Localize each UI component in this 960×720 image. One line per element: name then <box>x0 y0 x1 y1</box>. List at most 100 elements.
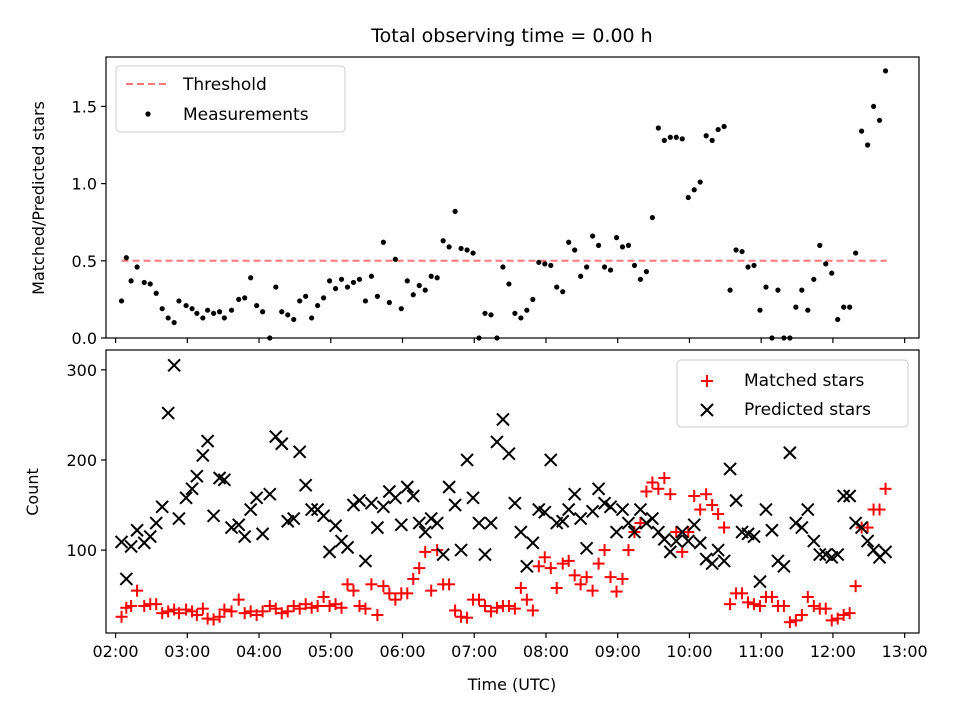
predicted-stars-point <box>789 516 803 530</box>
top-legend-box <box>115 65 346 133</box>
measurement-point <box>183 302 189 309</box>
matched-stars-point <box>150 598 163 611</box>
measurement-point <box>721 123 727 130</box>
measurement-point <box>607 267 614 273</box>
matched-stars-point <box>837 608 850 621</box>
matched-stars-point <box>861 521 874 534</box>
matched-stars-point <box>125 599 138 612</box>
matched-stars-point <box>473 593 486 606</box>
predicted-stars-point <box>544 453 558 467</box>
predicted-stars-point <box>663 545 678 559</box>
predicted-stars-point <box>436 547 450 562</box>
measurement-point <box>309 315 315 321</box>
measurement-point <box>643 269 650 275</box>
matched-stars-point <box>377 580 390 593</box>
bottom-legend: Matched stars Predicted stars <box>676 359 909 428</box>
matched-stars-point <box>825 614 838 627</box>
top-legend: Threshold Measurements <box>115 65 346 133</box>
top-axes-frame <box>105 56 920 339</box>
predicted-stars-point <box>573 511 588 526</box>
bottom-axes-frame <box>105 349 920 634</box>
matched-stars-point <box>700 488 713 501</box>
matched-stars-point <box>736 587 749 600</box>
predicted-stars-point <box>502 446 516 461</box>
predicted-stars-point <box>185 482 199 496</box>
predicted-stars-point <box>328 519 343 533</box>
series-predicted-stars <box>114 358 893 589</box>
matched-stars-point <box>538 551 551 564</box>
measurement-point <box>416 282 422 289</box>
predicted-stars-point <box>249 491 264 505</box>
measurement-point <box>829 270 835 276</box>
predicted-stars-point <box>370 520 385 535</box>
measurement-point <box>285 312 291 318</box>
predicted-stars-point <box>579 541 594 555</box>
measurement-point <box>542 261 548 267</box>
matched-stars-point <box>676 545 689 558</box>
bottom-legend-box <box>676 359 909 428</box>
predicted-stars-point <box>224 520 239 535</box>
measurement-point <box>422 287 428 293</box>
measurement-point <box>601 264 608 270</box>
predicted-stars-point <box>657 532 672 546</box>
x-tick-label: 11:00 <box>738 642 784 661</box>
predicted-stars-point <box>237 529 252 544</box>
matched-stars-point <box>419 545 432 558</box>
predicted-stars-point <box>167 358 181 373</box>
matched-stars-point <box>640 485 653 498</box>
predicted-stars-point <box>633 502 648 517</box>
matched-stars-point <box>162 605 175 618</box>
measurement-point <box>470 250 476 256</box>
measurement-point <box>703 133 709 139</box>
matched-stars-point <box>724 598 737 611</box>
matched-stars-point <box>556 557 569 570</box>
predicted-stars-point <box>454 543 468 557</box>
measurement-point <box>291 316 297 323</box>
predicted-stars-point <box>143 529 157 544</box>
top-y-tick-label: 1.5 <box>72 97 97 116</box>
predicted-stars-point <box>358 554 373 568</box>
predicted-stars-point <box>848 516 863 530</box>
measurement-point <box>847 304 853 310</box>
predicted-stars-point <box>119 572 134 586</box>
matched-stars-point <box>586 584 599 597</box>
predicted-stars-point <box>243 502 258 517</box>
matched-stars-point <box>196 602 209 615</box>
measurement-point <box>805 307 811 313</box>
predicted-stars-point <box>217 473 232 487</box>
measurement-point <box>260 309 266 315</box>
matched-stars-point <box>688 490 701 503</box>
predicted-stars-point <box>508 496 522 510</box>
predicted-stars-point <box>340 540 355 555</box>
matched-stars-point <box>508 602 521 615</box>
top-y-ticks: 0.0 0.5 1.0 1.5 <box>72 97 106 348</box>
predicted-stars-point <box>196 448 210 463</box>
matched-stars-point <box>359 602 372 615</box>
matched-stars-point <box>514 581 527 594</box>
predicted-stars-point <box>200 434 215 448</box>
bottom-y-tick-label: 200 <box>66 451 97 470</box>
measurement-point <box>134 264 140 270</box>
predicted-stars-point <box>484 516 498 530</box>
predicted-stars-point <box>304 502 319 517</box>
measurement-point <box>221 315 227 321</box>
predicted-stars-point <box>729 493 743 508</box>
predicted-stars-point <box>179 491 193 505</box>
predicted-stars-point <box>292 445 307 459</box>
predicted-stars-point <box>526 536 540 550</box>
measurement-point <box>165 315 171 321</box>
measurement-point <box>362 298 369 304</box>
measurement-point <box>380 239 386 245</box>
measurement-point <box>189 306 195 312</box>
predicted-stars-point <box>747 529 761 544</box>
measurement-point <box>506 281 512 287</box>
matched-stars-point <box>777 599 790 612</box>
predicted-stars-point <box>711 543 725 557</box>
predicted-stars-point <box>442 480 456 494</box>
series-matched-stars <box>115 471 892 629</box>
matched-stars-point <box>365 578 378 591</box>
bottom-y-ticks: 100 200 300 <box>66 361 106 560</box>
measurement-point <box>685 194 691 201</box>
predicted-stars-point <box>478 547 492 562</box>
matched-stars-point <box>389 593 402 606</box>
